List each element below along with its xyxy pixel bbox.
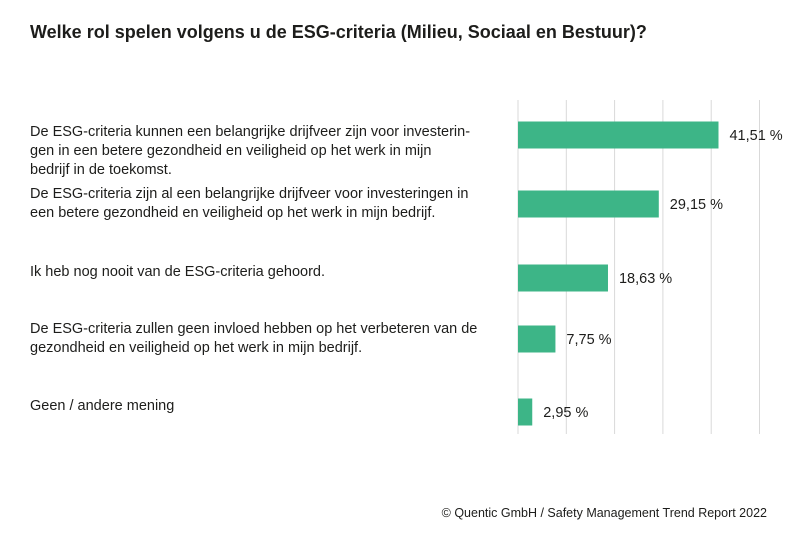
chart-title: Welke rol spelen volgens u de ESG-criter… xyxy=(30,22,647,42)
value-label: 29,15 % xyxy=(670,197,723,213)
category-label-line: een betere gezondheid en veiligheid op h… xyxy=(30,205,436,221)
value-label: 2,95 % xyxy=(543,405,588,421)
value-label: 18,63 % xyxy=(619,271,672,287)
category-label-line: De ESG-criteria zullen geen invloed hebb… xyxy=(30,321,478,337)
category-label-line: Ik heb nog nooit van de ESG-criteria geh… xyxy=(30,263,326,280)
category-label: De ESG-criteria zijn al een belangrijke … xyxy=(30,185,510,223)
category-label-line: De ESG-criteria kunnen een belangrijke d… xyxy=(30,124,471,140)
footer-credit: © Quentic GmbH / Safety Management Trend… xyxy=(441,506,767,520)
value-label: 7,75 % xyxy=(566,332,611,348)
bar xyxy=(518,325,556,353)
category-label-line: bedrijf in de toekomst. xyxy=(30,162,172,178)
category-label: De ESG-criteria zullen geen invloed hebb… xyxy=(30,320,510,358)
category-label-line: De ESG-criteria zijn al een belangrijke … xyxy=(30,186,469,202)
value-label: 41,51 % xyxy=(729,128,782,144)
category-label-line: gezondheid en veiligheid op het werk in … xyxy=(30,340,363,356)
category-label-line: gen in een betere gezondheid en veilighe… xyxy=(30,143,432,159)
bar xyxy=(518,398,533,426)
bar xyxy=(518,264,608,292)
bar xyxy=(518,121,719,149)
category-label: Geen / andere mening xyxy=(30,397,510,416)
category-label: Ik heb nog nooit van de ESG-criteria geh… xyxy=(30,263,510,282)
category-label: De ESG-criteria kunnen een belangrijke d… xyxy=(30,123,510,180)
bar xyxy=(518,190,659,218)
category-label-line: Geen / andere mening xyxy=(30,397,175,414)
